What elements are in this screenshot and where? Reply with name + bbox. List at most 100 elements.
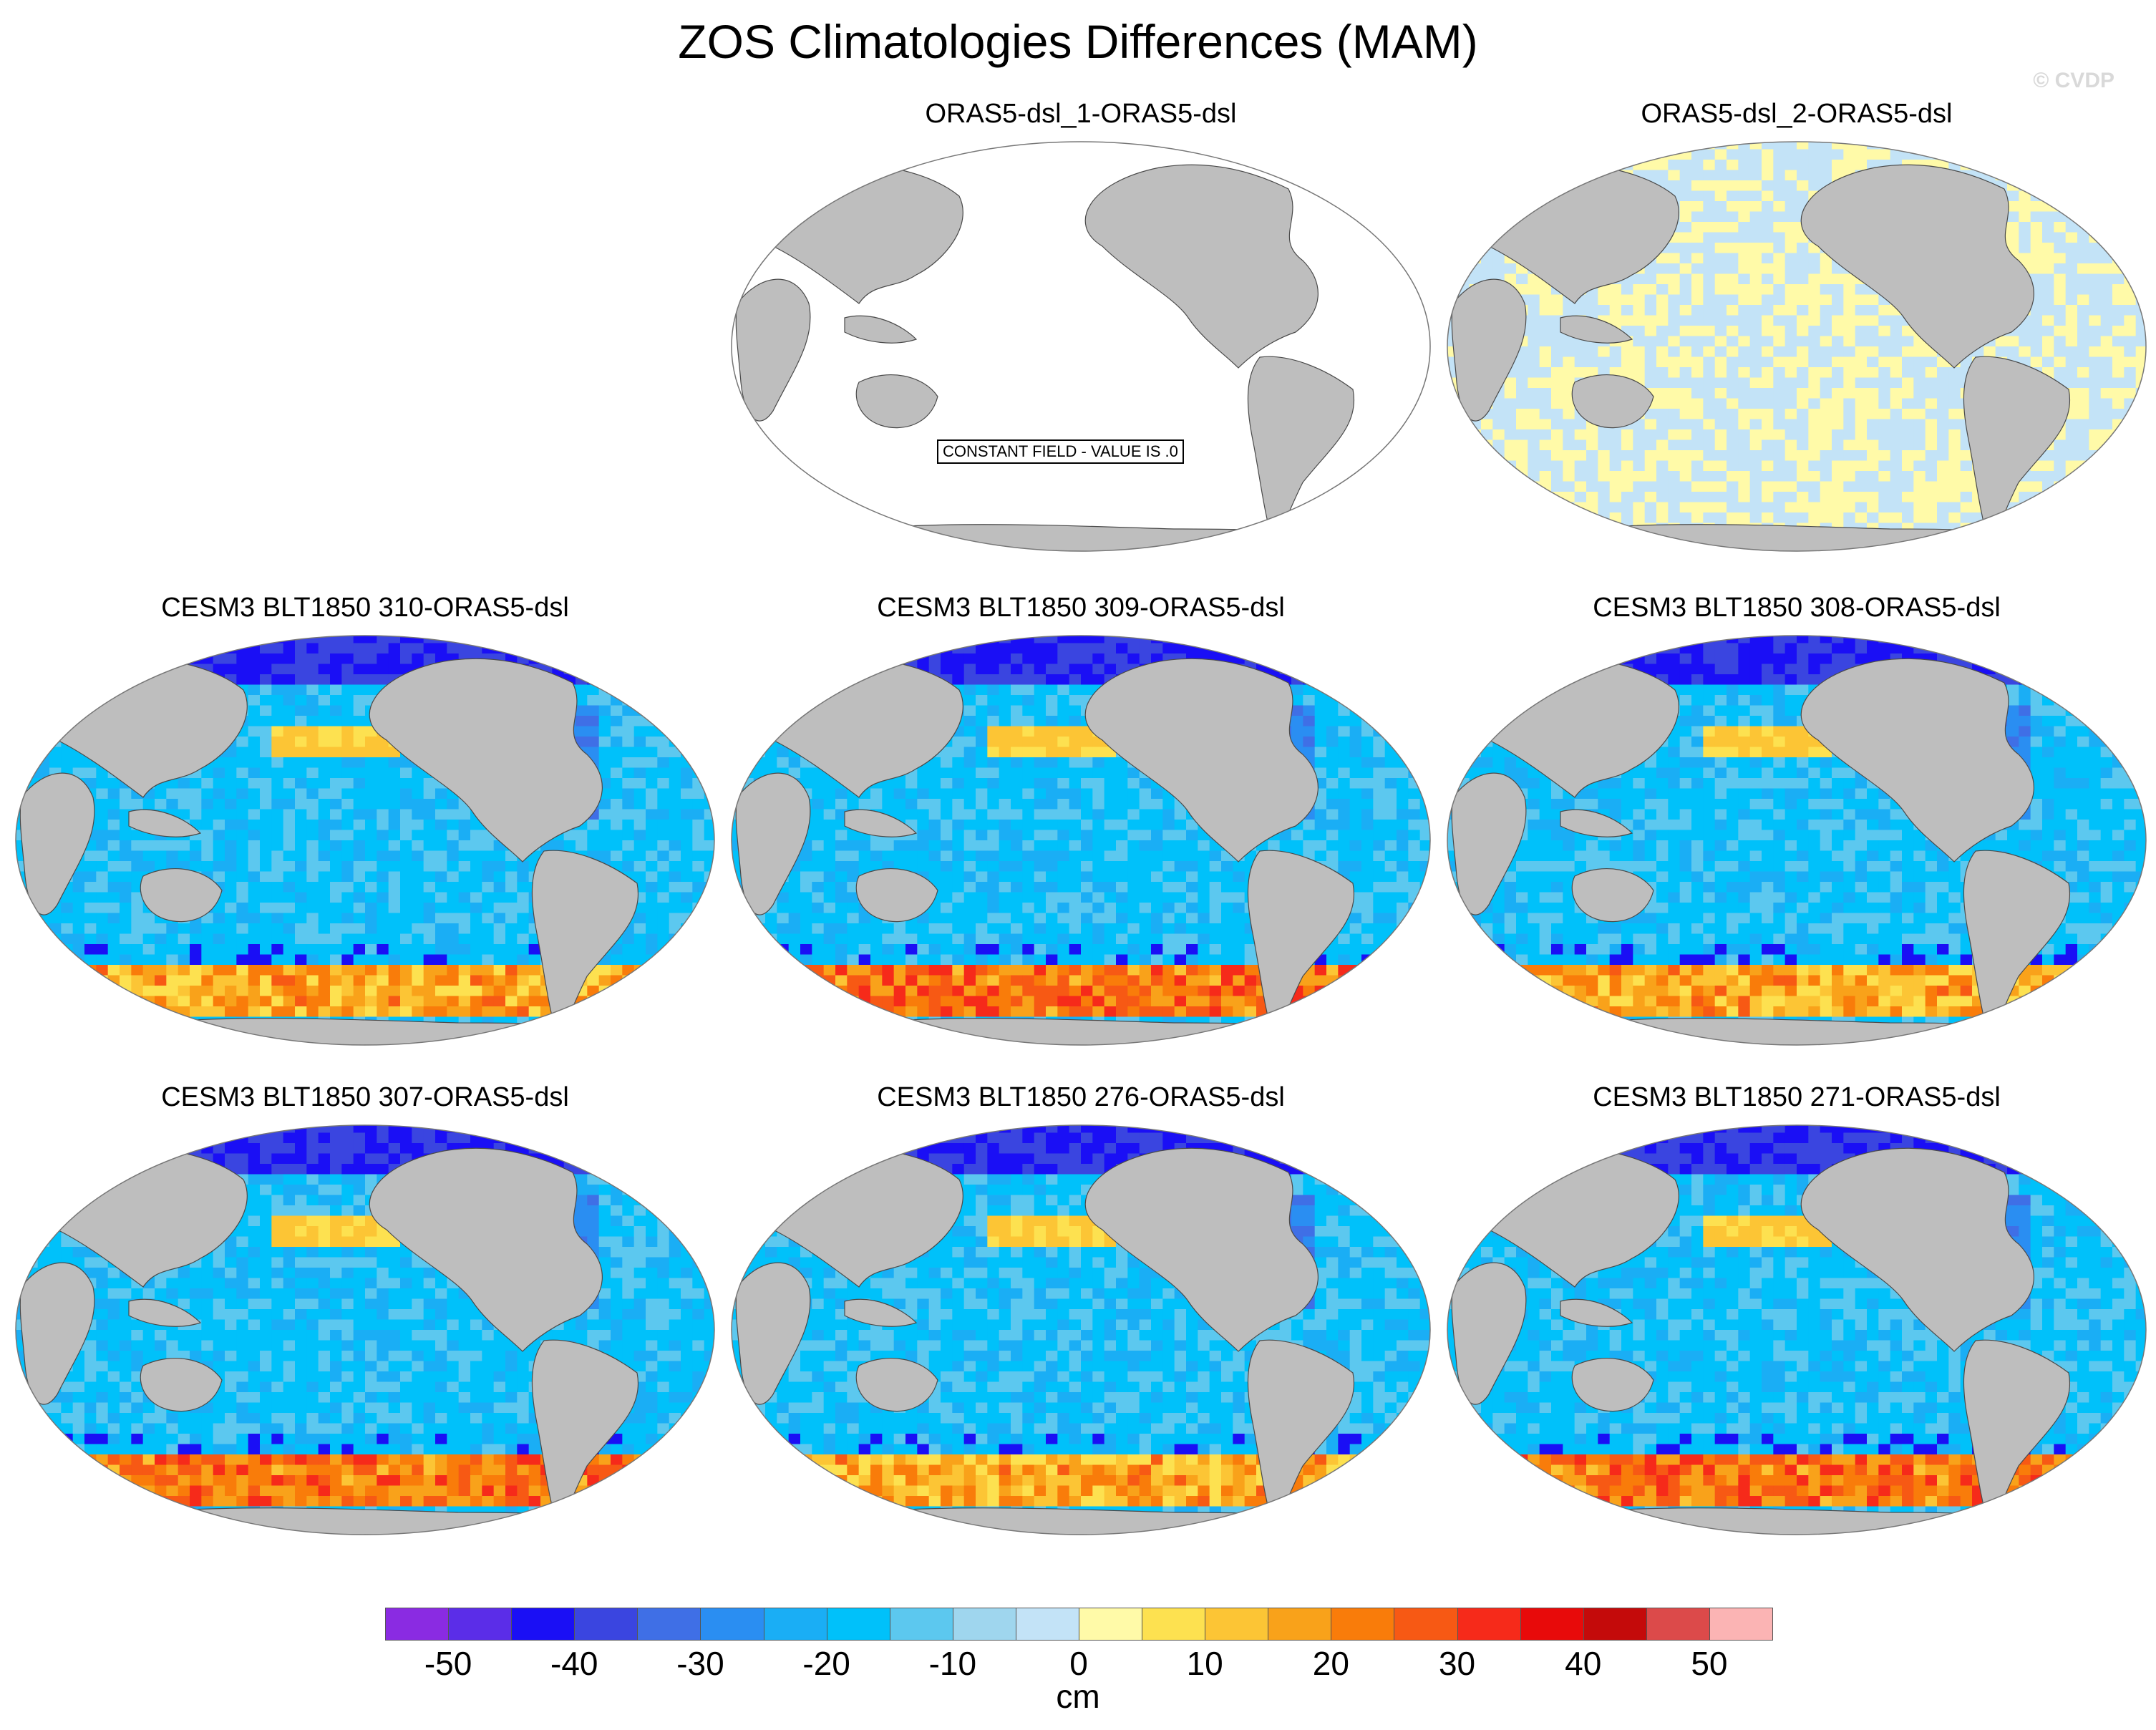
colorbar-swatch xyxy=(1394,1608,1458,1641)
panel-title: CESM3 BLT1850 308-ORAS5-dsl xyxy=(1593,593,2001,623)
panel-title: ORAS5-dsl_1-ORAS5-dsl xyxy=(925,99,1237,129)
colorbar-swatch xyxy=(1520,1608,1584,1641)
australia-landmass xyxy=(1571,868,1654,923)
map-frame xyxy=(731,635,1431,1046)
panel-title: CESM3 BLT1850 276-ORAS5-dsl xyxy=(877,1082,1285,1112)
colorbar-swatch xyxy=(574,1608,638,1641)
indonesia-landmass xyxy=(128,809,202,837)
world-map xyxy=(1447,1124,2147,1535)
colorbar-tick-label: -10 xyxy=(928,1645,977,1682)
world-map xyxy=(15,635,715,1046)
colorbar-tick-label: -30 xyxy=(676,1645,724,1682)
figure-title: ZOS Climatologies Differences (MAM) xyxy=(678,15,1478,68)
indonesia-landmass xyxy=(844,1298,918,1327)
map-panel-cesm3-276: CESM3 BLT1850 276-ORAS5-dsl xyxy=(730,1081,1432,1546)
panel-title: CESM3 BLT1850 310-ORAS5-dsl xyxy=(161,593,569,623)
north-america-landmass xyxy=(1800,164,2034,369)
ocean-field xyxy=(1447,1125,2146,1535)
africa-landmass xyxy=(1451,772,1527,915)
colorbar-swatch xyxy=(700,1608,764,1641)
greenland-landmass xyxy=(2044,159,2119,211)
colorbar-swatch xyxy=(1205,1608,1269,1641)
ocean-field xyxy=(732,142,1430,551)
colorbar-swatch xyxy=(1079,1608,1143,1641)
world-map xyxy=(731,1124,1431,1535)
colorbar-tick-label: 30 xyxy=(1438,1645,1476,1682)
antarctica-landmass xyxy=(92,1507,659,1535)
greenland-landmass xyxy=(1328,1142,1404,1195)
map-frame xyxy=(1447,141,2147,552)
colorbar-tick-label: -50 xyxy=(424,1645,472,1682)
australia-landmass xyxy=(855,868,938,923)
colorbar-tick-label: 10 xyxy=(1186,1645,1223,1682)
colorbar-tick-label: 50 xyxy=(1691,1645,1728,1682)
colorbar-swatch xyxy=(448,1608,513,1641)
colorbar-swatch xyxy=(385,1608,450,1641)
ocean-field xyxy=(732,636,1430,1045)
world-map xyxy=(1447,141,2147,552)
africa-landmass xyxy=(19,1262,95,1405)
colorbar-swatch xyxy=(511,1608,576,1641)
africa-landmass xyxy=(1451,1262,1527,1405)
map-panel-cesm3-310: CESM3 BLT1850 310-ORAS5-dsl xyxy=(14,591,716,1056)
australia-landmass xyxy=(855,1358,938,1412)
greenland-landmass xyxy=(1328,159,1404,211)
map-frame xyxy=(15,1124,715,1535)
colorbar-swatch xyxy=(952,1608,1016,1641)
greenland-landmass xyxy=(1328,653,1404,705)
panel-title: CESM3 BLT1850 271-ORAS5-dsl xyxy=(1593,1082,2001,1112)
colorbar-tick-label: 40 xyxy=(1565,1645,1602,1682)
indonesia-landmass xyxy=(1560,809,1633,837)
antarctica-landmass xyxy=(808,1018,1375,1045)
panel-title: ORAS5-dsl_2-ORAS5-dsl xyxy=(1641,99,1953,129)
colorbar-swatch xyxy=(889,1608,953,1641)
ocean-field xyxy=(16,1125,714,1535)
antarctica-landmass xyxy=(92,1018,659,1045)
cvdp-watermark: © CVDP xyxy=(2033,69,2114,92)
map-panel-cesm3-308: CESM3 BLT1850 308-ORAS5-dsl xyxy=(1446,591,2147,1056)
world-map xyxy=(15,1124,715,1535)
colorbar-swatch xyxy=(1646,1608,1710,1641)
australia-landmass xyxy=(140,1358,223,1412)
australia-landmass xyxy=(1571,374,1654,429)
map-panel-cesm3-271: CESM3 BLT1850 271-ORAS5-dsl xyxy=(1446,1081,2147,1546)
map-panel-oras5-dsl-1: ORAS5-dsl_1-ORAS5-dsl CONSTANT FIELD - V… xyxy=(730,97,1432,563)
north-america-landmass xyxy=(369,1147,603,1352)
panel-title: CESM3 BLT1850 307-ORAS5-dsl xyxy=(161,1082,569,1112)
africa-landmass xyxy=(735,1262,811,1405)
africa-landmass xyxy=(1451,278,1527,422)
antarctica-landmass xyxy=(1524,524,2091,551)
colorbar-swatch xyxy=(763,1608,827,1641)
australia-landmass xyxy=(140,868,223,923)
constant-field-label: CONSTANT FIELD - VALUE IS .0 xyxy=(937,439,1184,464)
australia-landmass xyxy=(1571,1358,1654,1412)
north-america-landmass xyxy=(1084,658,1319,862)
north-america-landmass xyxy=(1084,164,1319,369)
antarctica-landmass xyxy=(1524,1018,2091,1045)
colorbar-swatch xyxy=(1583,1608,1647,1641)
colorbar-swatch xyxy=(826,1608,890,1641)
colorbar-swatch xyxy=(1268,1608,1332,1641)
map-frame xyxy=(731,1124,1431,1535)
colorbar-swatch xyxy=(1331,1608,1395,1641)
world-map xyxy=(1447,635,2147,1046)
colorbar xyxy=(385,1608,1773,1642)
colorbar-swatch xyxy=(1015,1608,1079,1641)
colorbar-units: cm xyxy=(1056,1678,1100,1715)
map-frame xyxy=(731,141,1431,552)
colorbar-tick-label: 20 xyxy=(1312,1645,1349,1682)
panel-title: CESM3 BLT1850 309-ORAS5-dsl xyxy=(877,593,1285,623)
map-panel-cesm3-307: CESM3 BLT1850 307-ORAS5-dsl xyxy=(14,1081,716,1546)
colorbar-swatch xyxy=(1709,1608,1773,1641)
antarctica-landmass xyxy=(808,524,1375,551)
africa-landmass xyxy=(735,772,811,915)
colorbar-tick-label: -20 xyxy=(802,1645,850,1682)
greenland-landmass xyxy=(612,653,688,705)
north-america-landmass xyxy=(369,658,603,862)
colorbar-swatch xyxy=(637,1608,701,1641)
colorbar-tick-label: -40 xyxy=(550,1645,598,1682)
indonesia-landmass xyxy=(1560,1298,1633,1327)
greenland-landmass xyxy=(2044,653,2119,705)
australia-landmass xyxy=(855,374,938,429)
world-map xyxy=(731,141,1431,552)
